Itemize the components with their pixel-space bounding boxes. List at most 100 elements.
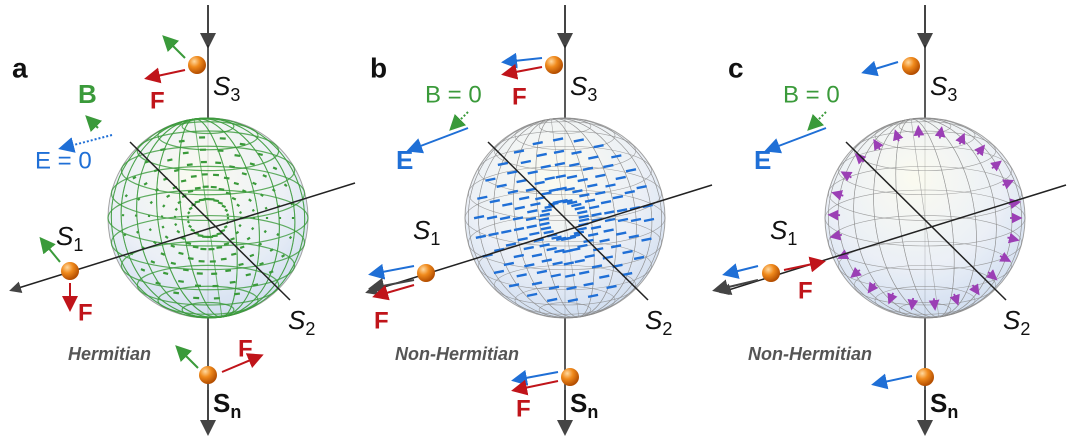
field-arrow — [253, 183, 257, 185]
field-arrow — [265, 231, 266, 233]
field-arrow — [173, 292, 179, 293]
axis-subscript: n — [230, 402, 241, 422]
field-arrow — [193, 247, 199, 248]
arrow — [410, 128, 468, 150]
field-arrow — [167, 195, 170, 197]
field-arrow — [179, 141, 185, 142]
arrow — [88, 118, 98, 128]
arrow — [178, 348, 198, 368]
field-arrow — [156, 283, 161, 284]
field-arrow — [141, 269, 145, 271]
field-arrow — [137, 231, 138, 233]
field-arrow — [240, 212, 241, 214]
field-arrow — [226, 193, 231, 194]
annotation: B = 0 — [783, 81, 840, 108]
field-arrow — [163, 205, 165, 207]
panel: cS3S1S2SnB = 0EFNon-Hermitian — [722, 5, 1066, 432]
field-arrow — [273, 189, 275, 191]
axis-label: S2 — [288, 305, 315, 339]
field-arrow — [133, 177, 136, 179]
field-arrow — [171, 245, 175, 247]
field-arrow — [150, 229, 151, 231]
axis-symbol: S — [930, 388, 947, 418]
field-arrow — [188, 191, 193, 192]
annotation: Non-Hermitian — [395, 344, 519, 364]
field-arrow — [253, 284, 258, 285]
arrow — [372, 266, 414, 274]
axis-label: S1 — [770, 215, 797, 249]
field-arrow — [189, 225, 192, 227]
axis-label: Sn — [570, 388, 598, 422]
field-arrow — [171, 263, 176, 264]
particle — [417, 264, 435, 282]
field-arrow — [181, 180, 186, 181]
figure: aS3S1S2SnBE = 0FFFHermitianbS3S1S2SnB = … — [0, 0, 1074, 439]
axis-subscript: 2 — [1020, 319, 1030, 339]
field-arrow — [221, 230, 225, 231]
arrow — [865, 62, 898, 72]
field-arrow — [125, 195, 127, 197]
field-arrow — [145, 161, 149, 162]
field-arrow — [189, 208, 192, 210]
field-arrow — [250, 255, 254, 256]
field-arrow — [188, 212, 190, 214]
field-arrow — [240, 246, 244, 247]
arrow — [515, 372, 558, 380]
axis-subscript: 1 — [787, 229, 797, 249]
arrow — [505, 67, 542, 74]
axis-label: S2 — [1003, 305, 1030, 339]
axis-symbol: S — [570, 388, 587, 418]
field-arrow — [242, 190, 246, 192]
field-arrow — [225, 209, 227, 211]
annotation: F — [238, 335, 253, 362]
field-arrow — [225, 270, 231, 271]
particle — [199, 366, 217, 384]
field-arrow — [188, 258, 194, 259]
field-arrow — [138, 198, 140, 200]
annotation: F — [150, 87, 165, 114]
field-arrow — [912, 298, 913, 307]
field-arrow — [269, 271, 273, 272]
field-arrow — [273, 167, 277, 169]
field-arrow — [151, 261, 155, 263]
axis-label: Sn — [930, 388, 958, 422]
field-arrow — [218, 202, 223, 203]
field-arrow — [240, 144, 245, 145]
field-arrow — [239, 225, 240, 227]
field-arrow — [161, 253, 165, 255]
field-arrow — [191, 229, 195, 231]
field-arrow — [252, 228, 253, 230]
field-arrow — [224, 226, 227, 228]
axis-symbol: S — [645, 305, 663, 335]
field-arrow — [177, 231, 180, 233]
panel: aS3S1S2SnBE = 0FFFHermitian — [12, 5, 355, 432]
field-arrow — [277, 234, 278, 236]
annotation: F — [516, 395, 531, 422]
field-arrow — [258, 154, 263, 155]
axis-subscript: 2 — [662, 319, 672, 339]
axis-label: S1 — [56, 221, 83, 255]
axis-symbol: S — [1003, 305, 1021, 335]
annotation: E = 0 — [35, 147, 92, 174]
field-arrow — [183, 153, 189, 154]
field-arrow — [174, 170, 179, 171]
axis-subscript: 3 — [947, 85, 957, 105]
arrow — [726, 266, 758, 274]
arrow — [810, 112, 826, 128]
field-arrow — [195, 201, 200, 202]
field-arrow — [237, 204, 239, 206]
field-arrow — [234, 294, 240, 295]
field-arrow — [195, 188, 201, 189]
axis-label: S1 — [413, 215, 440, 249]
field-arrow — [224, 243, 229, 244]
field-arrow — [144, 183, 147, 185]
field-arrow — [167, 159, 172, 160]
axis-label: S3 — [570, 71, 597, 105]
axis-symbol: S — [413, 215, 431, 245]
field-arrow — [259, 263, 263, 264]
axis-label: S2 — [645, 305, 672, 339]
axis-symbol: S — [56, 221, 74, 251]
axis-symbol: S — [213, 388, 230, 418]
axis-subscript: n — [587, 402, 598, 422]
